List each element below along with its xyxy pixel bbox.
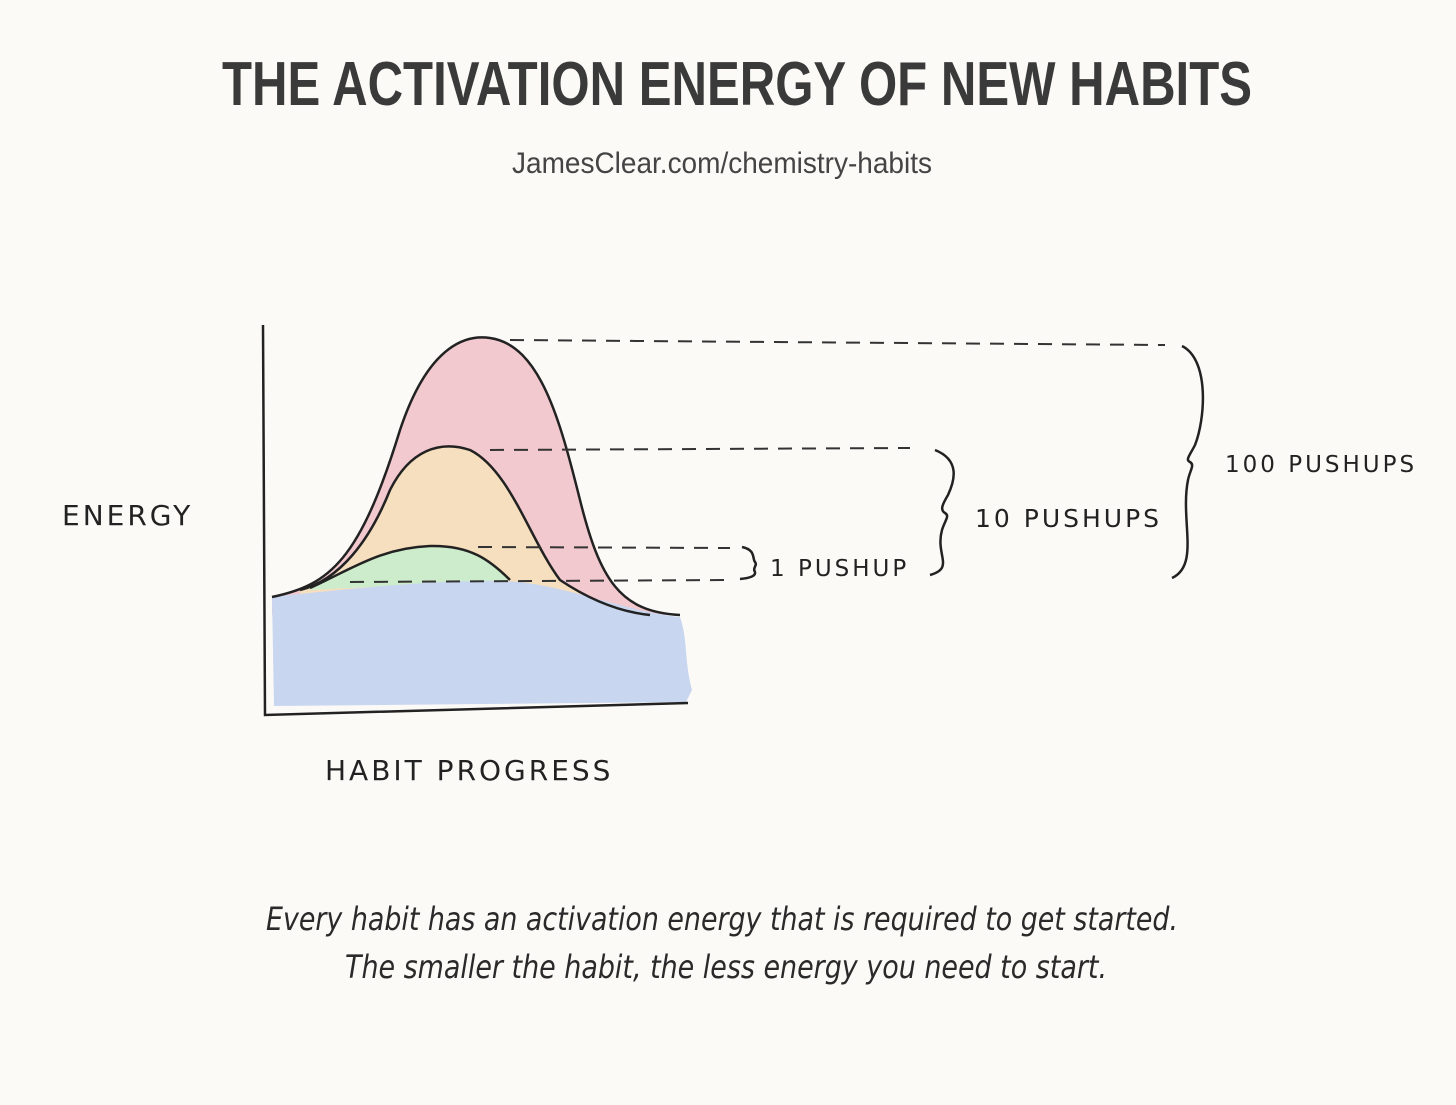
caption-line: Every habit has an activation energy tha… [266,900,1178,938]
brace-10 [929,448,955,577]
y-axis-label: ENERGY [62,499,193,532]
curve-1 [309,544,511,590]
green-area [310,545,510,590]
blue-area [272,580,692,706]
level-1 [477,546,731,549]
title: THE ACTIVATION ENERGY OF NEW HABITS [222,50,1252,119]
x-axis-label: HABIT PROGRESS [325,754,613,787]
label-1: 1 PUSHUP [770,556,909,582]
label-10: 10 PUSHUPS [975,504,1162,533]
caption-line: The smaller the habit, the less energy y… [345,948,1107,986]
level-100 [509,339,1166,346]
curve-100 [271,336,681,617]
subtitle: JamesClear.com/chemistry-habits [512,147,932,180]
curve-10 [299,445,651,617]
axes [261,324,689,717]
brace-1 [739,545,758,581]
label-100: 100 PUSHUPS [1225,452,1417,478]
level-base [349,579,731,583]
brace-100 [1171,344,1205,580]
